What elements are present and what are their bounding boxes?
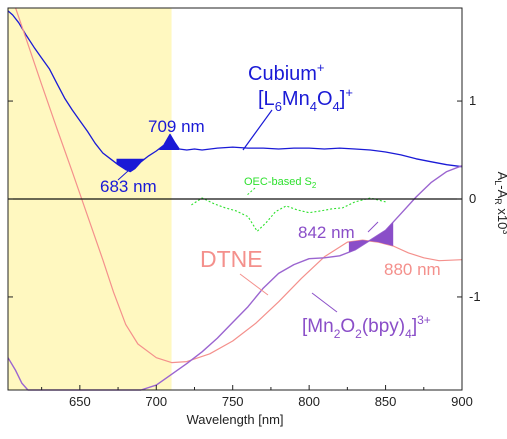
cubium-sup: + <box>317 60 325 75</box>
formula-sub1: 6 <box>275 99 282 114</box>
y-tick-label-0: 0 <box>469 191 476 206</box>
mn-close: ] <box>412 316 417 337</box>
fill-683nm <box>116 158 144 172</box>
label-880nm: 880 nm <box>384 260 441 279</box>
y-title-r: R <box>493 198 503 205</box>
cubium-text: Cubium <box>248 63 317 85</box>
formula-close: ] <box>340 88 346 110</box>
mn-sub2: 2 <box>355 327 362 341</box>
label-709nm: 709 nm <box>148 117 205 136</box>
x-tick-label-900: 900 <box>451 394 473 409</box>
y-tick-label-1: 1 <box>469 93 476 108</box>
oec-leader <box>245 187 256 197</box>
dtne-leader <box>239 273 269 296</box>
y-tick-label--1: -1 <box>469 289 481 304</box>
formula-sub2: 4 <box>310 99 317 114</box>
mn-complex-label: [Mn2O2(bpy)4]3+ <box>302 313 431 341</box>
y-title-l: L <box>493 180 503 185</box>
y-title-x: x10 <box>495 205 507 230</box>
x-tick-label-800: 800 <box>298 394 320 409</box>
formula-sub3: 4 <box>333 99 340 114</box>
label-842nm: 842 nm <box>298 223 355 242</box>
mn-leader <box>311 292 338 313</box>
dtne-label: DTNE <box>200 246 263 272</box>
y-title-dash: -A <box>495 185 507 198</box>
x-tick-label-650: 650 <box>69 394 91 409</box>
mn-o: O <box>340 316 355 337</box>
x-axis-title: Wavelength [nm] <box>186 412 283 427</box>
series-cubium <box>7 10 463 173</box>
tick-layer: 650 700 750 800 850 900 -1 0 1 <box>8 93 481 409</box>
formula-o: O <box>317 88 333 110</box>
mn-sup: 3+ <box>417 313 431 327</box>
oec-label: OEC-based S2 <box>244 176 317 190</box>
cubium-formula-label: [L6Mn4O4]+ <box>258 85 353 114</box>
formula-pre: [L <box>258 88 275 110</box>
fill-layer <box>116 134 394 253</box>
oec-text: OEC-based S <box>244 176 312 188</box>
label-683nm: 683 nm <box>100 177 157 196</box>
series-dtne <box>15 7 463 364</box>
oec-sub: 2 <box>312 181 317 190</box>
x-tick-label-850: 850 <box>375 394 397 409</box>
formula-sup: + <box>345 85 353 100</box>
mn-sub3: 4 <box>405 327 412 341</box>
label-842-leader <box>367 221 379 233</box>
y-title-a: A <box>495 172 507 181</box>
y-axis-title: AL-AR x103 <box>493 172 507 235</box>
y-title-exp: 3 <box>501 229 507 234</box>
x-tick-label-750: 750 <box>222 394 244 409</box>
x-tick-label-700: 700 <box>145 394 167 409</box>
mn-pre: [Mn <box>302 316 334 337</box>
mn-sub1: 2 <box>334 327 341 341</box>
label-683-leader <box>117 170 129 181</box>
cubium-label: Cubium+ <box>248 60 325 85</box>
formula-mn: Mn <box>282 88 310 110</box>
series-oec-s2 <box>191 197 386 232</box>
mn-bpy: (bpy) <box>362 316 405 337</box>
fill-709nm <box>159 134 180 150</box>
cubium-leader <box>242 109 273 151</box>
fill-842nm <box>348 222 394 253</box>
